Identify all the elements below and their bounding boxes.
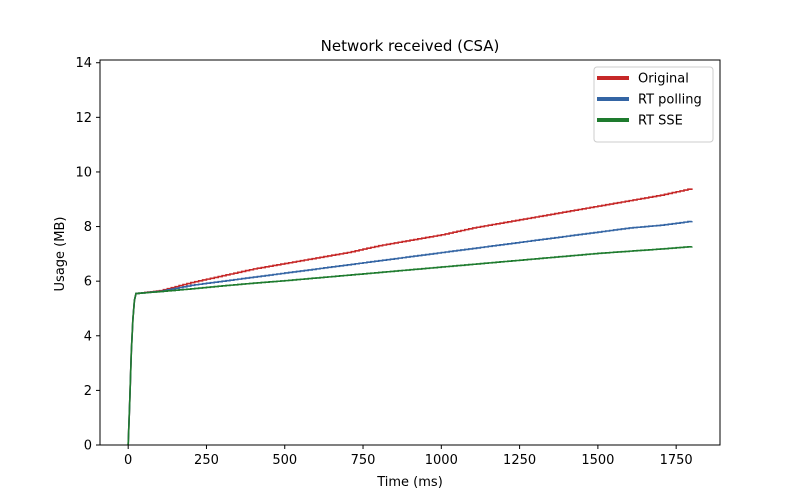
y-tick-label: 14 — [75, 56, 92, 71]
y-tick-label: 0 — [84, 439, 92, 454]
plot-frame — [99, 59, 721, 446]
x-tick-label: 1750 — [660, 453, 693, 468]
chart-title: Network received (CSA) — [321, 37, 500, 55]
x-tick-label: 500 — [272, 453, 297, 468]
legend: Original RT polling RT SSE — [593, 66, 714, 143]
x-tick-label: 1250 — [503, 453, 536, 468]
legend-box — [593, 66, 714, 143]
legend-label: Original — [638, 72, 689, 87]
y-tick-label: 4 — [84, 329, 92, 344]
x-tick-label: 0 — [124, 453, 132, 468]
plot-area — [127, 188, 693, 446]
x-axis-label: Time (ms) — [376, 475, 443, 490]
y-tick-label: 12 — [75, 111, 92, 126]
x-tick-label: 1000 — [425, 453, 458, 468]
legend-label: RT polling — [638, 93, 702, 108]
y-tick-label: 8 — [84, 220, 92, 235]
y-tick-label: 6 — [84, 275, 92, 290]
series-line-rt-sse — [127, 246, 693, 446]
series-line-original — [127, 188, 693, 446]
y-axis-label: Usage (MB) — [53, 217, 68, 292]
x-tick-label: 250 — [194, 453, 219, 468]
x-tick-label: 1500 — [581, 453, 614, 468]
y-tick-label: 2 — [84, 384, 92, 399]
y-tick-label: 10 — [75, 165, 92, 180]
series-line-rt-polling — [127, 220, 693, 446]
y-axis: 0 2 4 6 8 10 12 14 — [75, 56, 100, 454]
legend-label: RT SSE — [638, 114, 683, 129]
x-axis: 0 250 500 750 1000 1250 1500 1750 — [124, 445, 693, 468]
x-tick-label: 750 — [351, 453, 376, 468]
